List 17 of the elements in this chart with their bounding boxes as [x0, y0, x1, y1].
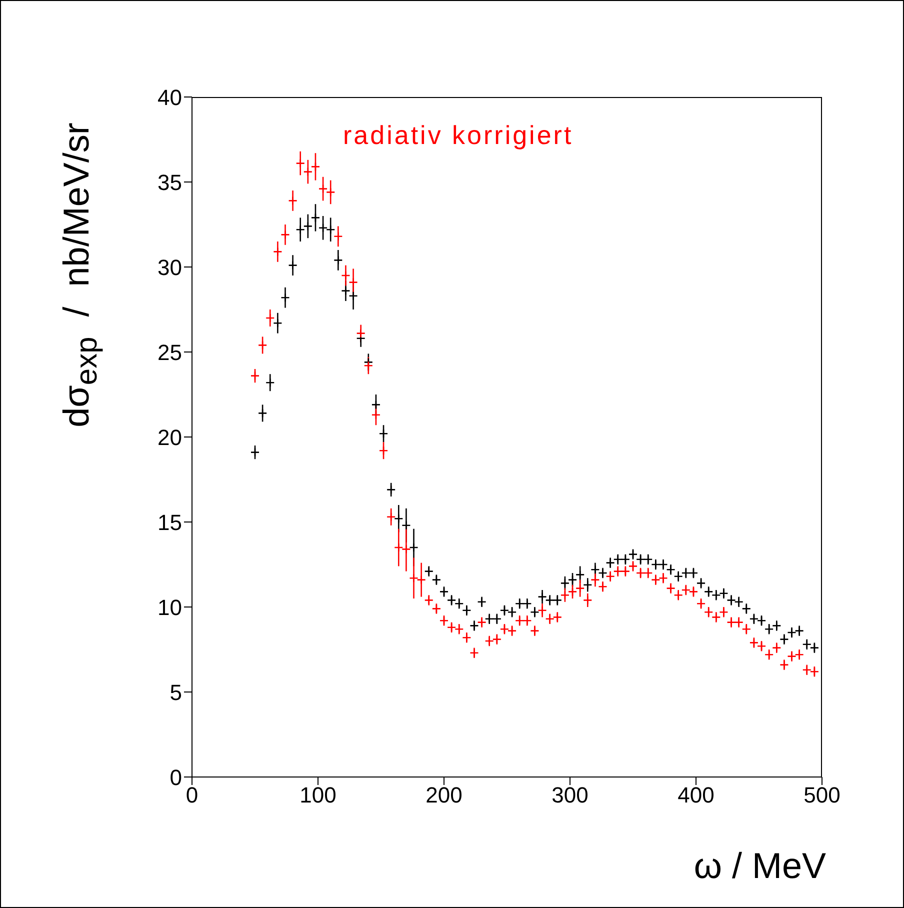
y-tick-label: 20 — [158, 424, 182, 450]
y-tick-label: 10 — [158, 594, 182, 620]
series-label: radiativ korrigiert — [343, 120, 574, 150]
x-tick-label: 200 — [426, 782, 462, 808]
y-tick-label: 0 — [170, 764, 182, 790]
y-tick-label: 35 — [158, 170, 182, 195]
x-tick-label: 500 — [804, 782, 840, 808]
y-tick-label: 15 — [158, 510, 182, 535]
x-axis-title: ω / MeV — [694, 845, 826, 887]
x-tick-label: 300 — [552, 782, 588, 808]
y-tick-label: 25 — [158, 340, 182, 365]
y-tick-label: 30 — [158, 254, 182, 280]
x-tick-label: 400 — [678, 782, 714, 808]
x-tick-label: 0 — [186, 782, 198, 808]
y-tick-label: 5 — [170, 680, 182, 705]
x-tick-label: 100 — [300, 782, 336, 808]
y-tick-label: 40 — [158, 84, 182, 110]
